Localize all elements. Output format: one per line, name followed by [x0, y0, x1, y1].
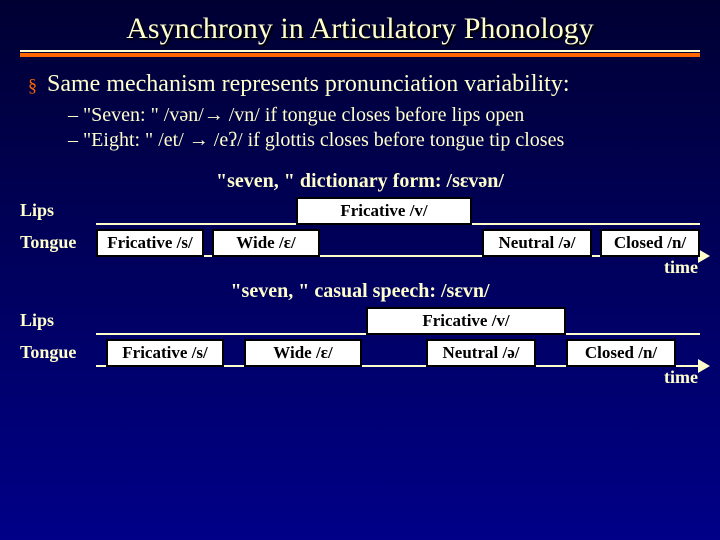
gesture-box-tongue: Closed /n/	[600, 229, 700, 257]
gesture-box-tongue: Fricative /s/	[96, 229, 204, 257]
time-label-casual: time	[20, 367, 700, 388]
lips-track-casual: Fricative /v/	[96, 305, 700, 335]
title-rule-accent	[20, 53, 700, 57]
tongue-track-dict: Fricative /s/Wide /ɛ/Neutral /ə/Closed /…	[96, 227, 700, 257]
gesture-box-tongue: Closed /n/	[566, 339, 676, 367]
title-rule-thin	[20, 50, 700, 52]
gesture-box-tongue: Neutral /ə/	[426, 339, 536, 367]
axis-label-tongue: Tongue	[20, 232, 88, 253]
bullet-block: § Same mechanism represents pronunciatio…	[20, 71, 700, 152]
arrow-right-icon	[698, 359, 710, 373]
slide-title: Asynchrony in Articulatory Phonology	[20, 12, 700, 46]
tongue-track-casual: Fricative /s/Wide /ɛ/Neutral /ə/Closed /…	[96, 337, 700, 367]
section-heading-casual: "seven, " casual speech: /sɛvn/	[20, 280, 700, 303]
main-bullet-text: Same mechanism represents pronunciation …	[47, 71, 570, 98]
tongue-row-casual: Tongue Fricative /s/Wide /ɛ/Neutral /ə/C…	[20, 337, 700, 367]
gesture-box-tongue: Wide /ɛ/	[212, 229, 320, 257]
axis-label-lips: Lips	[20, 200, 88, 221]
lips-track-dict: Fricative /v/	[96, 195, 700, 225]
gesture-box-lips: Fricative /v/	[366, 307, 566, 335]
lips-row-casual: Lips Fricative /v/	[20, 305, 700, 335]
gesture-box-lips: Fricative /v/	[296, 197, 472, 225]
tongue-row-dict: Tongue Fricative /s/Wide /ɛ/Neutral /ə/C…	[20, 227, 700, 257]
sub-bullet-item: "Eight: " /et/ → /eʔ/ if glottis closes …	[68, 129, 700, 152]
bullet-marker-icon: §	[28, 75, 37, 98]
time-label-dict: time	[20, 257, 700, 278]
main-bullet: § Same mechanism represents pronunciatio…	[28, 71, 700, 98]
axis-label-tongue: Tongue	[20, 342, 88, 363]
axis-label-lips: Lips	[20, 310, 88, 331]
gesture-box-tongue: Neutral /ə/	[482, 229, 592, 257]
lips-row-dict: Lips Fricative /v/	[20, 195, 700, 225]
sub-bullets: "Seven: " /vən/→ /vn/ if tongue closes b…	[28, 104, 700, 152]
slide: Asynchrony in Articulatory Phonology § S…	[0, 0, 720, 396]
sub-bullet-item: "Seven: " /vən/→ /vn/ if tongue closes b…	[68, 104, 700, 127]
gesture-box-tongue: Wide /ɛ/	[244, 339, 362, 367]
section-heading-dictionary: "seven, " dictionary form: /sɛvən/	[20, 170, 700, 193]
gesture-box-tongue: Fricative /s/	[106, 339, 224, 367]
